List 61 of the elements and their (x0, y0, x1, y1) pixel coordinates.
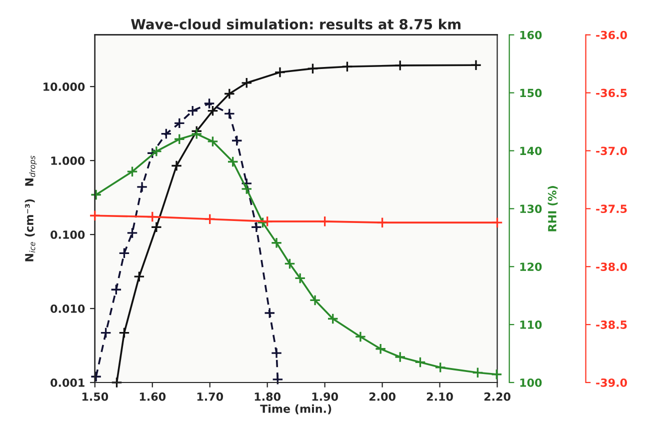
x-tick-label: 1.50 (82, 392, 108, 401)
y-tick-label: 0.100 (50, 230, 85, 239)
y3-tick-label: -38.0 (596, 262, 627, 271)
point (90, 370, 102, 382)
point (204, 98, 215, 110)
y-tick-label: 0.010 (50, 304, 85, 313)
point (394, 60, 406, 72)
x-tick-label: 2.00 (369, 392, 396, 401)
y2-tick-label: 120 (520, 262, 542, 271)
point (118, 327, 130, 338)
point (174, 117, 186, 129)
point (272, 374, 284, 386)
point (224, 108, 236, 120)
point (150, 221, 162, 233)
point (470, 59, 482, 71)
point (224, 88, 236, 100)
y2-tick-label: 130 (520, 204, 542, 214)
point (160, 128, 172, 140)
y3-tick-label: -39.0 (596, 378, 627, 387)
point (240, 77, 252, 89)
chart-title: Wave-cloud simulation: results at 8.75 km (131, 18, 460, 30)
x-tick-label: 1.70 (197, 392, 224, 401)
y2-tick-label: 110 (520, 320, 542, 329)
y3-tick-label: -38.5 (596, 320, 627, 329)
point (342, 60, 353, 72)
y-axis-title: N$_{ice}$ (cm⁻³) N$_{drops}$ (24, 156, 37, 262)
point (126, 227, 138, 239)
y-tick-label: 1.000 (51, 156, 85, 165)
point (186, 105, 198, 117)
y-tick-label: 0.001 (50, 378, 84, 387)
point (250, 221, 262, 233)
y3-tick-label: -37.0 (596, 146, 627, 156)
point (146, 147, 158, 159)
point (274, 66, 286, 78)
y3-tick-label: -37.5 (596, 204, 627, 214)
y2-axis-title: RHI (%) (548, 186, 558, 232)
x-tick-label: 1.90 (312, 392, 338, 401)
point (264, 307, 276, 319)
y-tick-label: 10.000 (44, 82, 85, 91)
y2-tick-label: 160 (520, 30, 542, 40)
y2-tick-label: 140 (520, 146, 542, 156)
point (111, 376, 122, 388)
point (270, 347, 282, 359)
y3-tick-label: -36.5 (596, 88, 627, 98)
point (170, 160, 182, 172)
point (307, 62, 318, 74)
point (133, 270, 145, 282)
x-tick-label: 1.60 (140, 392, 166, 401)
y3-tick-label: -36.0 (596, 30, 627, 40)
point (136, 181, 148, 193)
y2-tick-label: 150 (520, 88, 542, 98)
y2-tick-label: 100 (520, 378, 542, 387)
x-axis-title: Time (min.) (260, 404, 332, 414)
point (100, 327, 112, 338)
x-tick-label: 2.10 (426, 392, 453, 401)
point (231, 134, 243, 146)
point (110, 284, 122, 296)
x-tick-label: 1.80 (254, 392, 281, 401)
point (207, 105, 218, 117)
x-tick-label: 2.20 (484, 392, 510, 401)
point (118, 247, 130, 259)
